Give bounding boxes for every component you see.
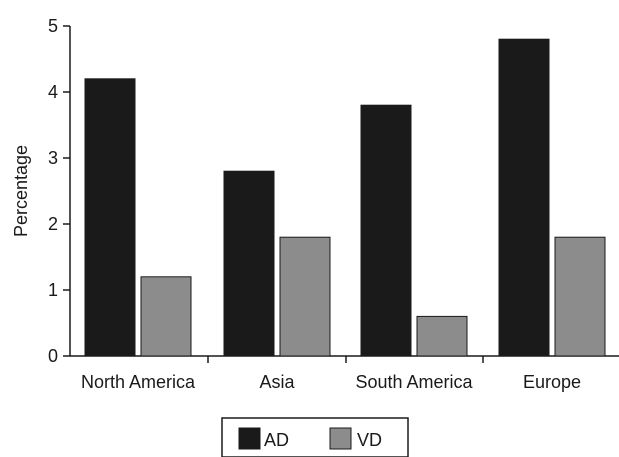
y-tick-label: 5 — [48, 16, 58, 36]
bar-ad-north-america — [84, 78, 136, 357]
bar-ad-europe — [498, 38, 550, 357]
y-tick-label: 3 — [48, 148, 58, 168]
legend: AD VD — [221, 417, 409, 457]
category-label: Asia — [259, 372, 295, 392]
category-label: South America — [355, 372, 473, 392]
bar-vd-north-america — [140, 276, 192, 357]
category-label: Europe — [523, 372, 581, 392]
bar-ad-south-america — [360, 104, 412, 357]
category-label: North America — [81, 372, 196, 392]
y-tick-label: 0 — [48, 346, 58, 366]
x-ticks — [207, 356, 484, 363]
bar-ad-asia — [223, 170, 275, 357]
legend-swatch-ad — [238, 427, 261, 450]
bars — [84, 38, 606, 357]
bar-vd-asia — [279, 236, 331, 357]
y-tick-label: 4 — [48, 82, 58, 102]
y-ticks: 0 1 2 3 4 5 — [48, 16, 70, 366]
legend-label-ad: AD — [264, 430, 289, 450]
y-tick-label: 1 — [48, 280, 58, 300]
legend-swatch-vd — [329, 427, 352, 450]
y-tick-label: 2 — [48, 214, 58, 234]
y-axis-label: Percentage — [11, 145, 31, 237]
legend-label-vd: VD — [357, 430, 382, 450]
category-labels: North America Asia South America Europe — [81, 372, 581, 392]
bar-vd-south-america — [416, 315, 468, 357]
bar-vd-europe — [554, 236, 606, 357]
